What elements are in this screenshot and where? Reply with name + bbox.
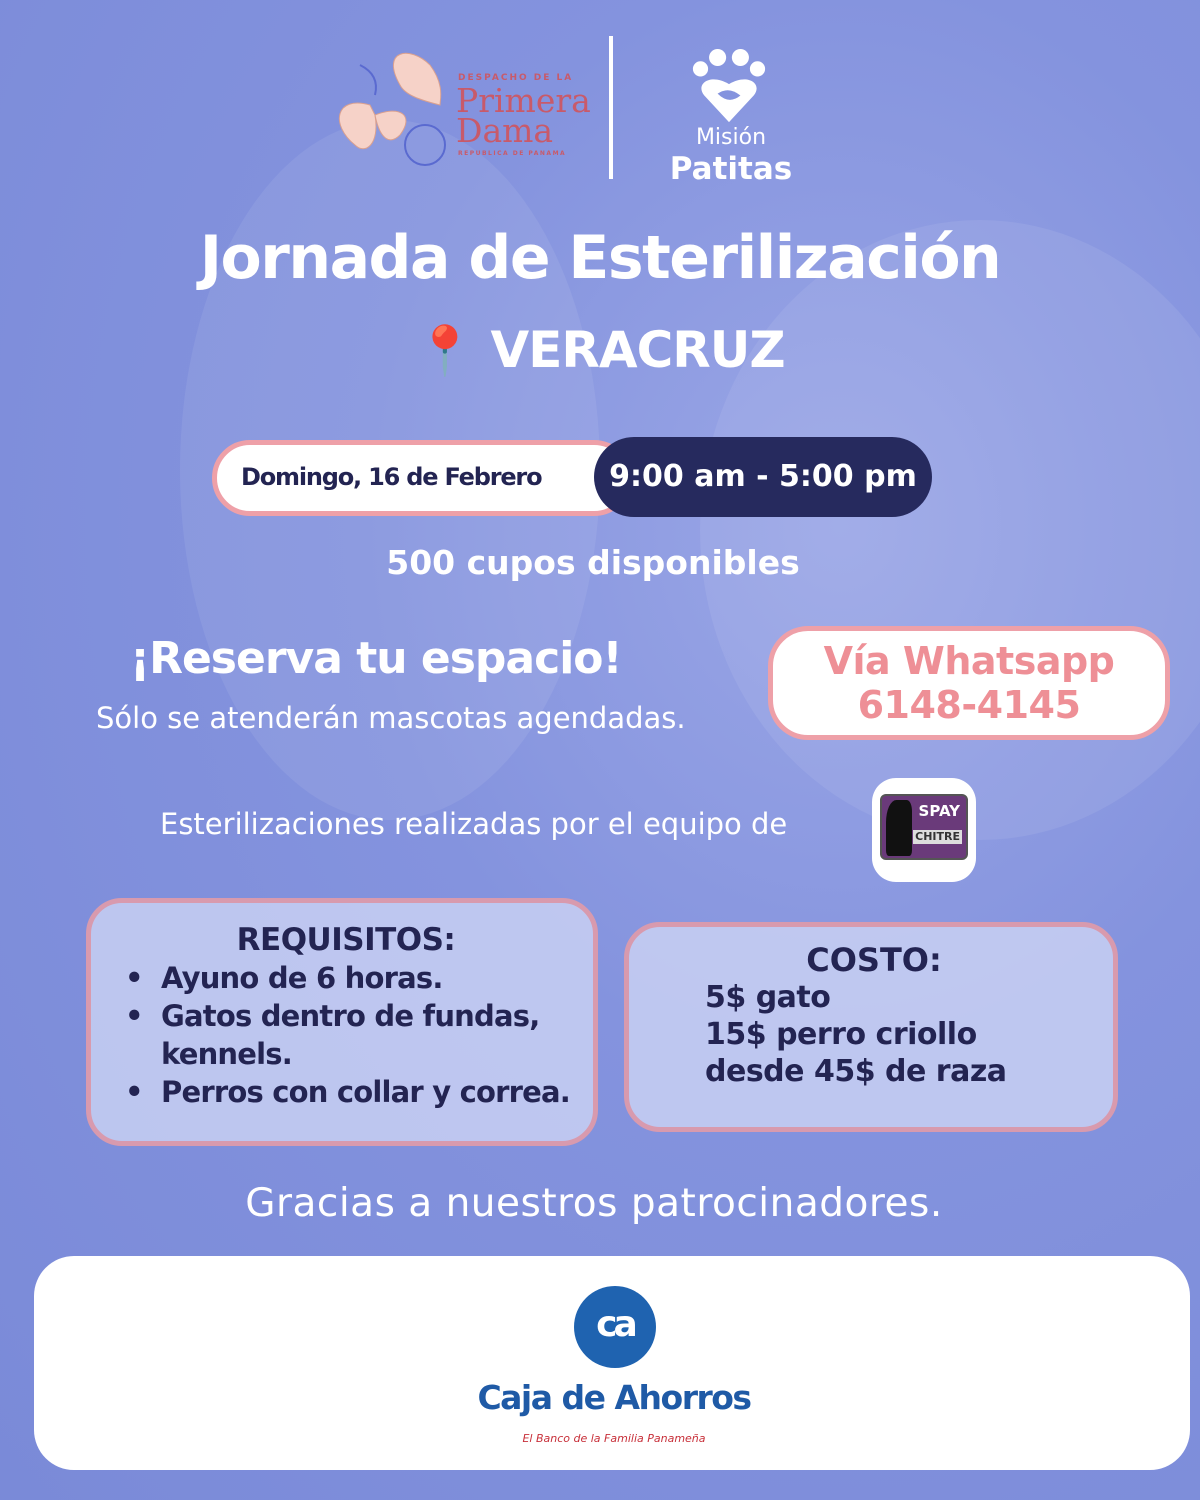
sponsor-panel: ca Caja de Ahorros El Banco de la Famili… bbox=[34, 1256, 1190, 1470]
paw-heart-icon bbox=[692, 48, 766, 123]
chitre-text: CHITRE bbox=[913, 830, 962, 844]
location-name: VERACRUZ bbox=[490, 321, 786, 379]
reserve-heading: ¡Reserva tu espacio! bbox=[130, 633, 623, 684]
spay-chitre-logo: SPAY CHITRE bbox=[872, 778, 976, 882]
primera-dama-line2: Dama bbox=[456, 111, 554, 150]
whatsapp-number[interactable]: 6148-4145 bbox=[857, 683, 1081, 727]
requirement-item: Gatos dentro de fundas, kennels. bbox=[125, 997, 593, 1073]
whatsapp-label: Vía Whatsapp bbox=[823, 639, 1115, 683]
mision-text: Misión bbox=[695, 125, 767, 150]
primera-dama-name: Primera Dama bbox=[456, 81, 591, 150]
sponsor-tagline: El Banco de la Familia Panameña bbox=[522, 1432, 706, 1445]
cost-item: 5$ gato bbox=[705, 980, 831, 1015]
primera-dama-top: DESPACHO DE LA bbox=[458, 73, 574, 83]
sponsor-name: Caja de Ahorros bbox=[477, 1378, 752, 1417]
time-pill: 9:00 am - 5:00 pm bbox=[594, 437, 932, 517]
primera-dama-sub: REPUBLICA DE PANAMA bbox=[458, 150, 567, 157]
location: 📍 VERACRUZ bbox=[0, 318, 1200, 383]
requirements-heading: REQUISITOS: bbox=[236, 922, 456, 958]
pin-icon: 📍 bbox=[415, 323, 475, 379]
caja-de-ahorros-logo-icon: ca bbox=[574, 1286, 656, 1368]
requirement-item: Perros con collar y correa. bbox=[125, 1073, 593, 1111]
slots-available: 500 cupos disponibles bbox=[386, 543, 800, 582]
background-dog-shape bbox=[700, 220, 1200, 840]
page-title: Jornada de Esterilización bbox=[199, 223, 1002, 293]
dog-silhouette-icon bbox=[886, 800, 912, 856]
cost-card: COSTO: 5$ gato 15$ perro criollo desde 4… bbox=[624, 922, 1118, 1132]
cost-heading: COSTO: bbox=[806, 941, 942, 979]
spay-text: SPAY bbox=[918, 802, 960, 820]
sponsors-thanks: Gracias a nuestros patrocinadores. bbox=[245, 1181, 943, 1226]
reserve-note: Sólo se atenderán mascotas agendadas. bbox=[96, 701, 686, 735]
logo-divider bbox=[609, 36, 613, 179]
date-pill: Domingo, 16 de Febrero bbox=[212, 440, 632, 516]
requirements-card: REQUISITOS: Ayuno de 6 horas. Gatos dent… bbox=[86, 898, 598, 1146]
butterfly-logo-icon bbox=[338, 52, 446, 166]
cost-item: desde 45$ de raza bbox=[705, 1054, 1007, 1089]
requirement-item: Ayuno de 6 horas. bbox=[125, 959, 593, 997]
primera-dama-line1: Primera bbox=[456, 81, 591, 120]
team-text: Esterilizaciones realizadas por el equip… bbox=[160, 807, 788, 841]
whatsapp-contact[interactable]: Vía Whatsapp 6148-4145 bbox=[768, 626, 1170, 740]
patitas-text: Patitas bbox=[669, 151, 793, 187]
cost-item: 15$ perro criollo bbox=[705, 1017, 977, 1052]
